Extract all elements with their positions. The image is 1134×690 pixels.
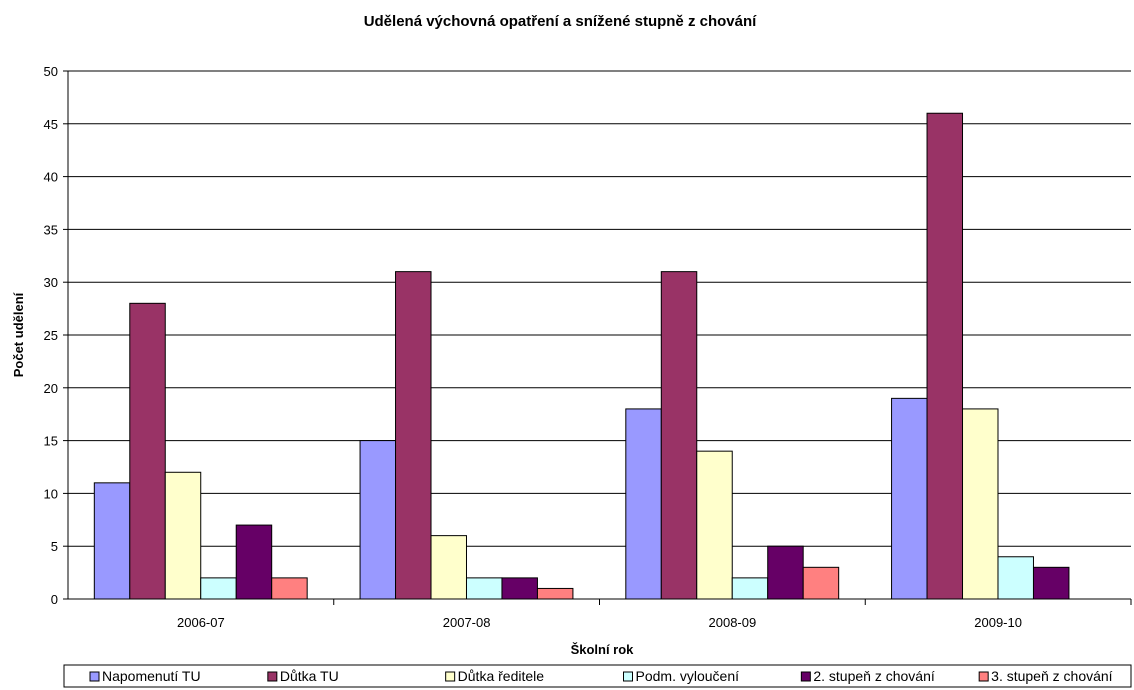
bar (93, 482, 131, 600)
legend-label: Podm. vyloučení (636, 668, 740, 684)
y-tick-label: 0 (51, 592, 58, 607)
bar (1032, 566, 1070, 600)
bar (997, 556, 1034, 600)
axes: 0 5 10 15 20 25 30 35 40 45 50 2006-07 2007-08 2008-0… (44, 64, 1132, 630)
legend: Napomenutí TU Důtka TU Důtka ředitele Podm.… (63, 664, 1132, 688)
chart-title: Udělená výchovná opatření a snížené stup… (364, 13, 757, 30)
bar (962, 408, 999, 600)
bar (536, 587, 574, 600)
legend-label: Napomenutí TU (102, 668, 201, 684)
bars (93, 112, 1070, 600)
bar (235, 524, 273, 600)
bar (696, 450, 733, 600)
y-tick-label: 50 (44, 64, 58, 79)
legend-label: Důtka TU (280, 668, 339, 684)
y-tick-label: 20 (44, 381, 58, 396)
legend-label: 2. stupeň z chování (813, 668, 935, 684)
legend-swatch (445, 671, 456, 682)
bar (625, 408, 662, 600)
y-tick-label: 15 (44, 434, 58, 449)
legend-swatch (623, 671, 633, 682)
y-tick-label: 30 (44, 275, 58, 290)
legend-swatch (89, 671, 100, 682)
x-tick-label: 2009-10 (974, 615, 1022, 630)
bar (731, 577, 769, 600)
x-tick-label: 2007-08 (443, 615, 491, 630)
legend-label: Důtka ředitele (458, 668, 545, 684)
y-tick-label: 5 (51, 539, 58, 554)
bar (164, 471, 202, 600)
bar (767, 545, 804, 600)
bar (129, 302, 166, 600)
bar (200, 577, 237, 600)
bar (501, 577, 538, 600)
bar (465, 577, 503, 600)
y-tick-label: 40 (44, 170, 58, 185)
y-axis-label: Počet udělení (11, 292, 26, 377)
y-tick-label: 25 (44, 328, 58, 343)
bar (660, 271, 698, 600)
x-axis-label: Školní rok (571, 642, 635, 657)
y-tick-label: 45 (44, 117, 58, 132)
legend-box (63, 664, 1132, 688)
x-tick-label: 2006-07 (177, 615, 225, 630)
y-tick-label: 35 (44, 222, 58, 237)
bar (891, 397, 928, 600)
legend-label: 3. stupeň z chování (991, 668, 1113, 684)
bar (430, 535, 467, 600)
y-tick-label: 10 (44, 486, 58, 501)
gridlines (68, 70, 1131, 547)
bar (395, 271, 432, 600)
bar (802, 566, 840, 600)
bar (271, 577, 308, 600)
legend-swatch (267, 671, 278, 682)
legend-swatch (800, 671, 811, 682)
legend-swatch (978, 671, 989, 682)
bar (359, 440, 397, 600)
x-tick-label: 2008-09 (709, 615, 757, 630)
bar (926, 112, 964, 600)
